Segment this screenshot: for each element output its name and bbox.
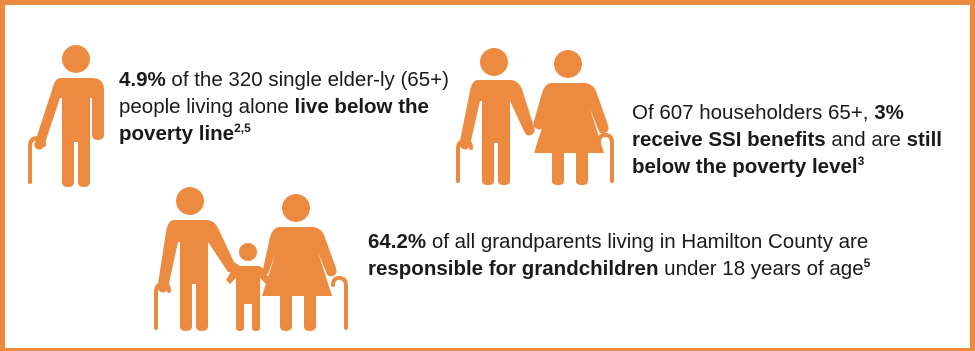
elderly-couple-icon [456,48,614,185]
stat-percentage: 3% [874,101,904,124]
stat-text: of the 320 single elder-ly (65+) people … [119,68,449,118]
footnote-ref: 3 [857,154,865,168]
footnote-ref: 5 [863,256,871,270]
stat-highlight: responsible for grandchildren [368,257,659,280]
stat-text: under 18 years of age [658,257,864,280]
stat-percentage: 4.9% [119,68,166,91]
footnote-ref: 2,5 [234,121,251,135]
stat-percentage: 64.2% [368,230,427,253]
stat-single-elderly-poverty: 4.9% of the 320 single elder-ly (65+) pe… [119,66,449,147]
stat-highlight: receive SSI benefits [632,128,826,151]
stat-ssi-householders: Of 607 householders 65+, 3% receive SSI … [632,99,952,180]
elderly-man-with-cane-icon [28,45,104,187]
stat-text: Of 607 householders 65+, [632,101,875,124]
stat-text: and are [825,128,907,151]
grandparents-with-grandchild-icon [154,187,348,331]
stat-highlight: still below the poverty level [632,128,942,178]
stat-text: of all grandparents living in Hamilton C… [426,230,869,253]
stat-grandparents-responsible: 64.2% of all grandparents living in Hami… [368,228,938,282]
stat-highlight: live below the poverty line [119,95,429,145]
